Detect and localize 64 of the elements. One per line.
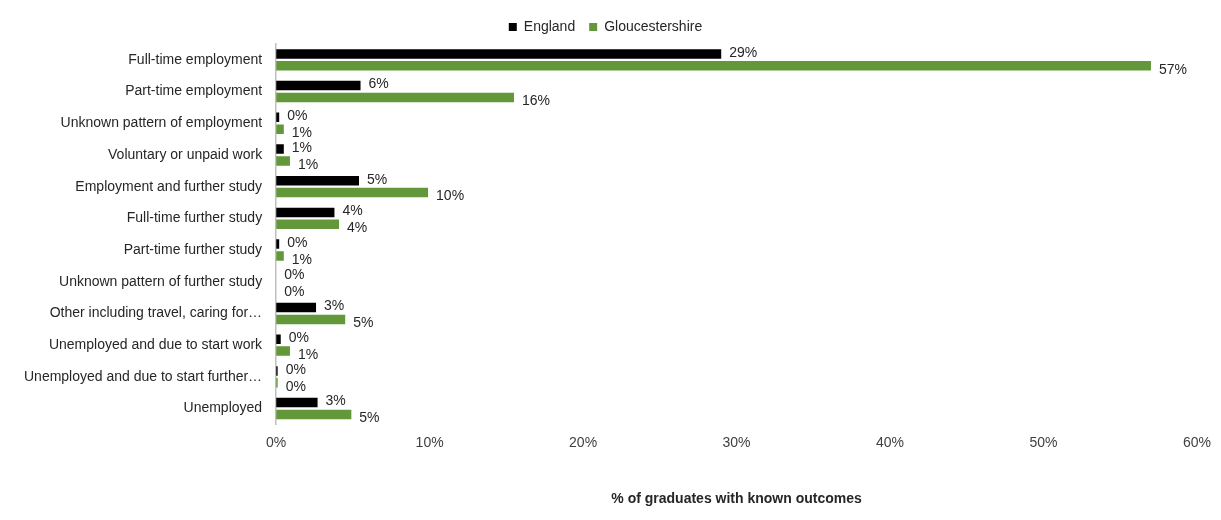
y-tick-label: Unemployed and due to start further…: [23, 367, 263, 384]
data-label: 0%: [288, 329, 309, 346]
y-tick-label: Part-time employment: [125, 82, 263, 99]
legend-label: Gloucestershire: [604, 17, 703, 34]
bar: [276, 144, 284, 154]
data-label: 16%: [522, 92, 551, 109]
data-label: 0%: [287, 233, 308, 250]
y-tick-label: Voluntary or unpaid work: [108, 145, 264, 162]
data-label: 1%: [297, 345, 319, 362]
bar: [276, 187, 429, 198]
bar: [276, 80, 361, 91]
data-label: 1%: [297, 155, 319, 172]
y-tick-label: Employment and further study: [75, 177, 263, 194]
data-label: 6%: [368, 75, 389, 92]
y-tick-label: Unknown pattern of further study: [59, 272, 263, 289]
data-label: 4%: [342, 202, 363, 219]
bar: [276, 302, 317, 313]
x-tick-label: 30%: [722, 433, 751, 450]
x-tick-label: 10%: [415, 433, 444, 450]
bar: [276, 92, 515, 103]
bar: [276, 334, 281, 344]
bar: [276, 397, 318, 408]
data-label: 29%: [729, 43, 758, 60]
bar: [276, 175, 360, 186]
bar: [276, 409, 352, 420]
x-axis-title: % of graduates with known outcomes: [611, 490, 863, 507]
legend-label: England: [523, 17, 576, 34]
data-label: 1%: [291, 124, 313, 141]
y-tick-label: Unknown pattern of employment: [60, 114, 263, 131]
bar: [276, 49, 722, 59]
y-tick-label: Unemployed: [183, 399, 263, 416]
data-label: 3%: [324, 297, 345, 314]
data-label: 0%: [284, 265, 305, 282]
x-tick-label: 50%: [1029, 433, 1058, 450]
data-label: 0%: [285, 360, 306, 377]
data-label: 5%: [353, 314, 374, 331]
bar: [276, 314, 346, 325]
data-label: 0%: [284, 282, 305, 299]
bar: [276, 207, 335, 218]
bar: [276, 61, 1151, 71]
bar: [276, 156, 290, 166]
bar: [276, 251, 284, 261]
bar: [276, 124, 284, 134]
y-tick-label: Part-time further study: [123, 240, 263, 257]
x-tick-label: 0%: [266, 433, 287, 450]
bar: [276, 219, 340, 230]
data-label: 3%: [325, 392, 346, 409]
data-label: 0%: [285, 377, 306, 394]
data-label: 57%: [1158, 60, 1187, 77]
data-label: 5%: [359, 409, 380, 426]
x-tick-label: 40%: [876, 433, 905, 450]
x-tick-label: 60%: [1182, 433, 1212, 450]
x-tick-label: 20%: [569, 433, 598, 450]
bar: [276, 346, 290, 356]
data-label: 0%: [287, 107, 308, 124]
data-label: 5%: [367, 170, 388, 187]
data-label: 1%: [291, 138, 313, 155]
data-label: 10%: [436, 187, 465, 204]
y-tick-label: Full-time further study: [126, 209, 263, 226]
y-tick-label: Full-time employment: [128, 50, 263, 67]
data-label: 1%: [291, 250, 313, 267]
y-tick-label: Other including travel, caring for…: [49, 304, 263, 321]
y-tick-label: Unemployed and due to start work: [48, 336, 264, 353]
data-label: 4%: [347, 219, 368, 236]
